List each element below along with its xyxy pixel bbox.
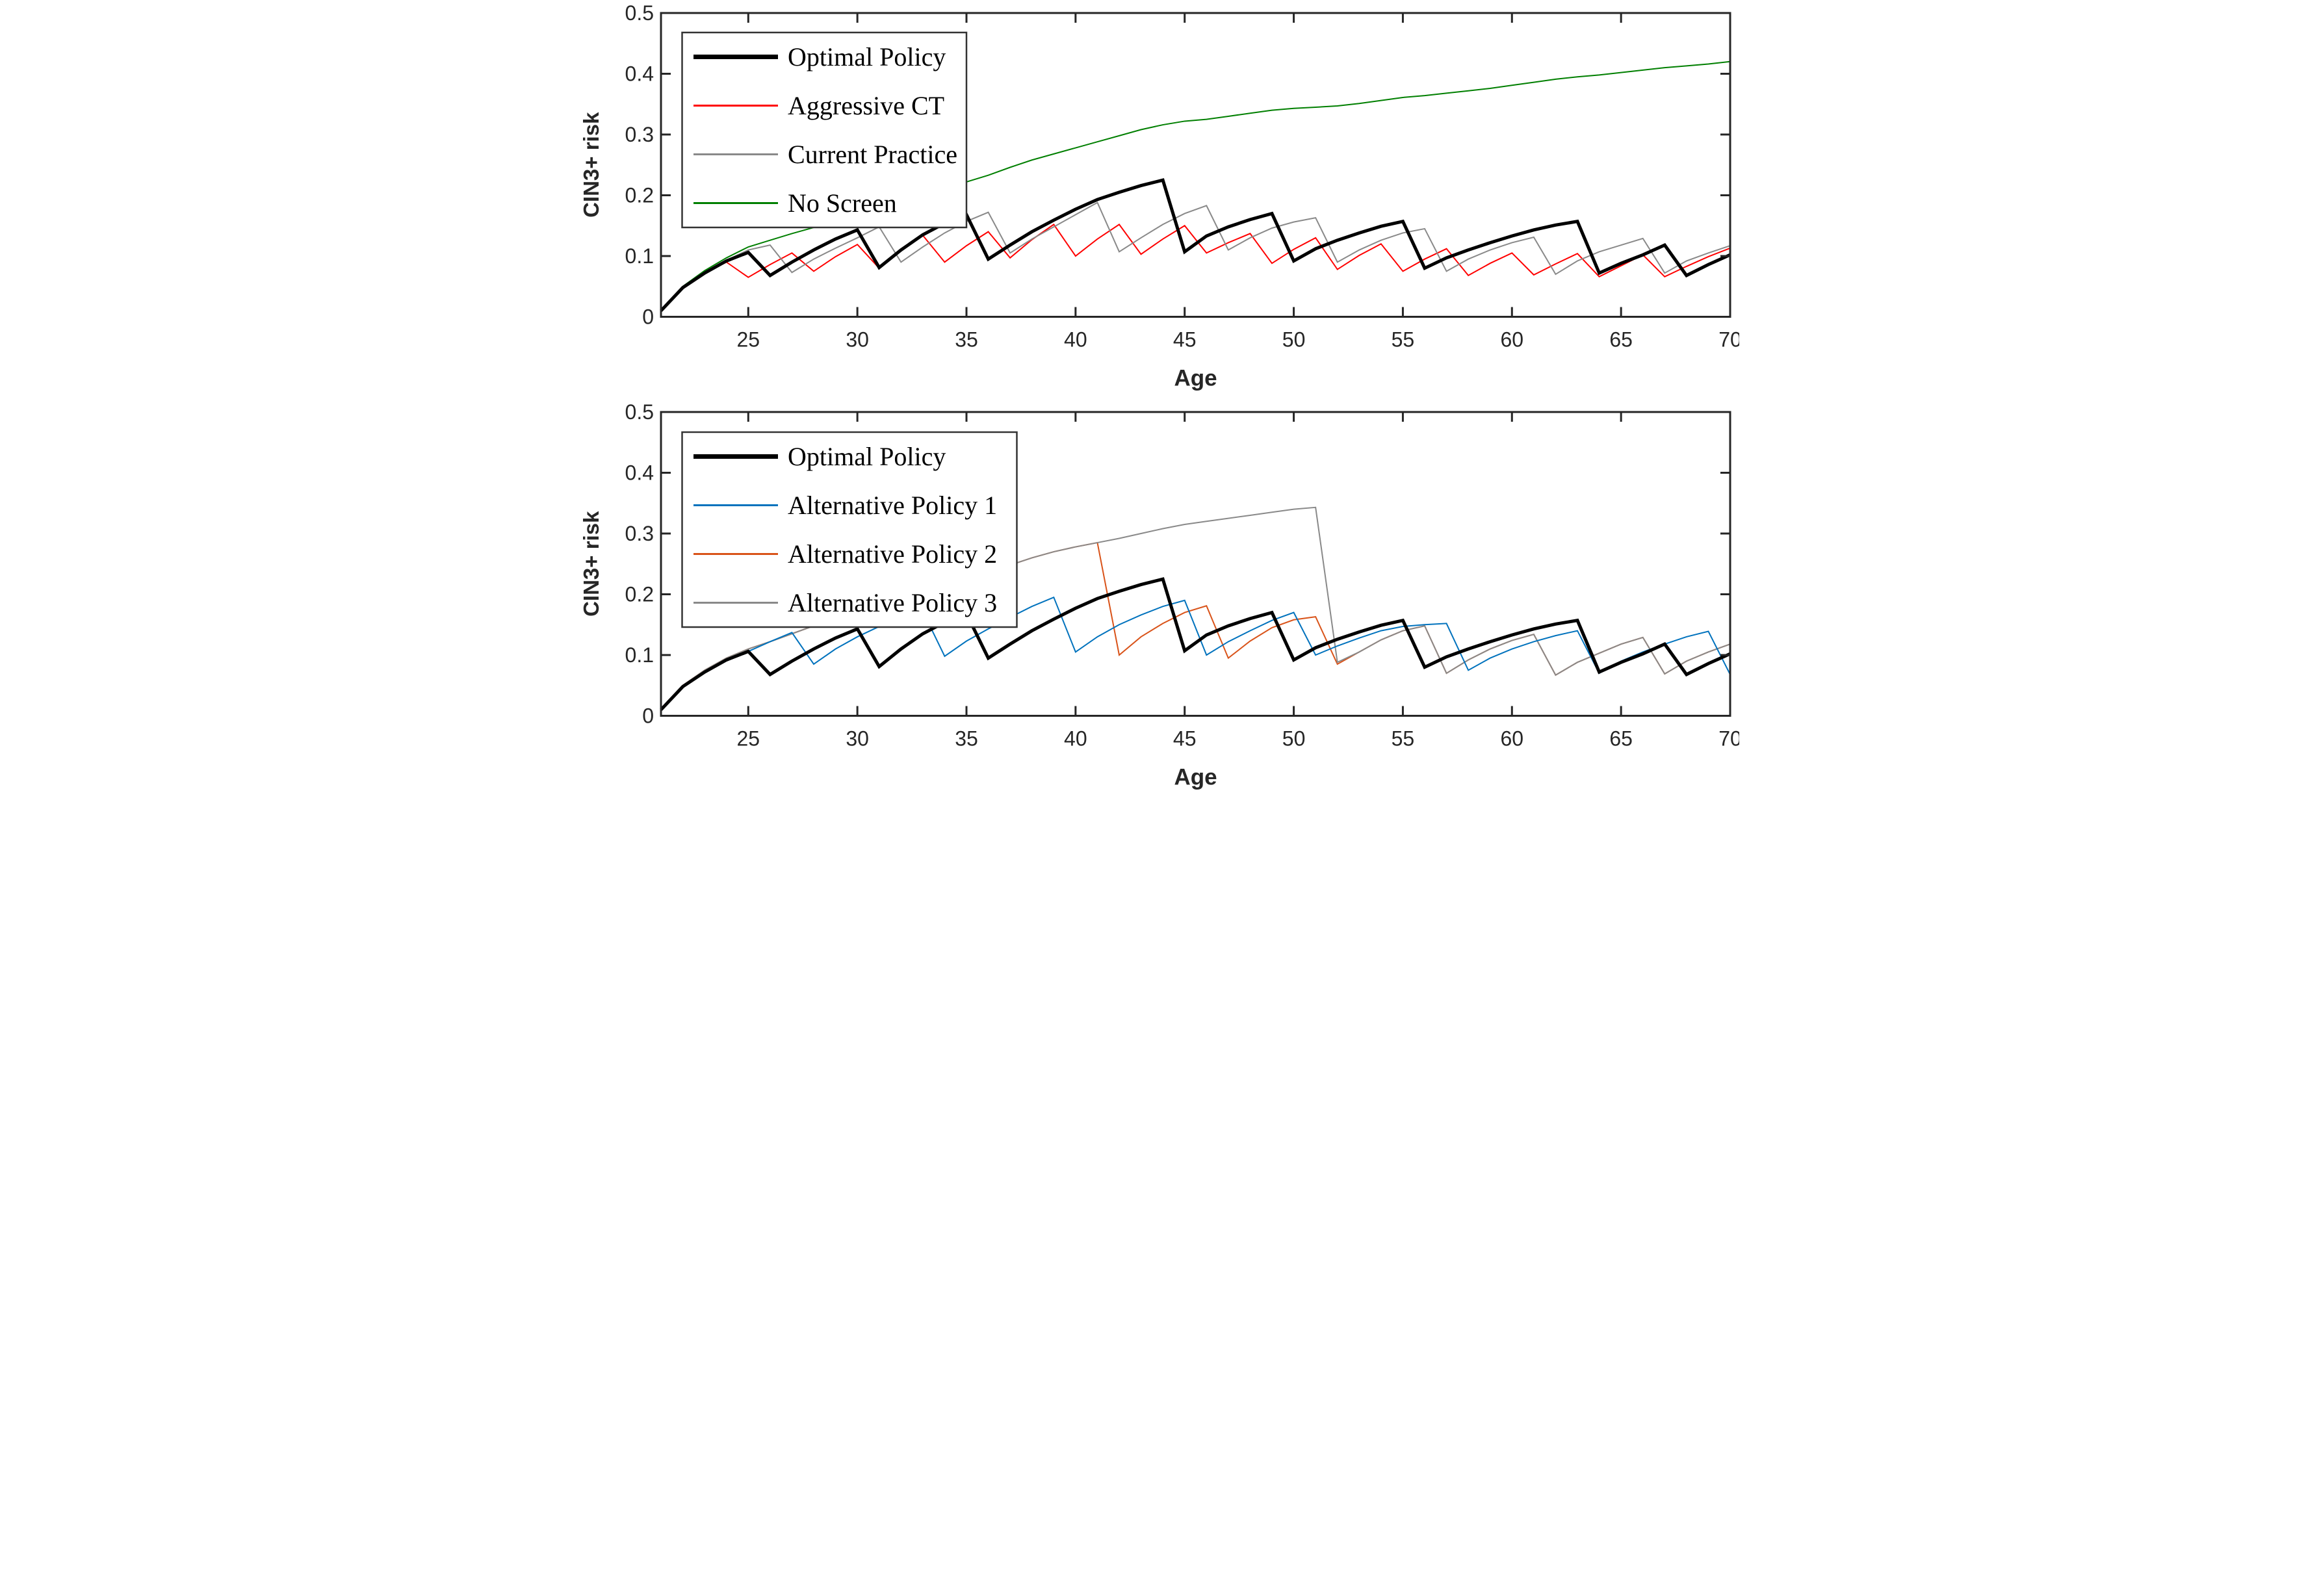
x-axis-title: Age [1174,765,1217,790]
y-tick-label: 0.4 [625,62,654,86]
y-axis-title: CIN3+ risk [580,112,603,218]
x-tick-label: 55 [1392,727,1415,751]
x-tick-label: 70 [1718,328,1739,352]
x-axis-title: Age [1174,366,1217,391]
x-tick-label: 70 [1718,727,1739,751]
figure-page: 25 30 35 40 45 50 55 60 65 70 0 0.1 0.2 0.3 0.4 0.5 Age C… [580,0,1739,798]
y-tick-label: 0.5 [625,1,654,25]
y-tick-label: 0.5 [625,400,654,424]
x-tick-label: 25 [736,328,760,352]
y-tick-label: 0.2 [625,583,654,606]
x-tick-label: 45 [1173,328,1197,352]
legend: Optimal Policy Alternative Policy 1 Altern… [681,431,1018,628]
plot-frame [660,411,1731,717]
tick-marks [661,12,1731,318]
y-axis-title: CIN3+ risk [580,511,603,617]
x-tick-label: 40 [1064,328,1087,352]
series-alternative-policy-1-line [660,596,1731,710]
x-tick-label: 60 [1500,328,1523,352]
x-tick-label: 30 [846,727,869,751]
top-chart-svg: 25 30 35 40 45 50 55 60 65 70 0 0.1 0.2 0.3 0.4 0.5 Age C… [580,0,1739,399]
series-optimal-policy-line [660,577,1731,711]
x-tick-label: 65 [1609,727,1633,751]
bottom-chart: 25 30 35 40 45 50 55 60 65 70 0 0.1 0.2 0.3 0.4 0.5 Age C… [580,399,1739,798]
legend-label-alternative-policy-1: Alternative Policy 1 [788,491,997,520]
y-tick-label: 0.1 [625,244,654,268]
y-tick-label: 0 [642,305,654,329]
x-tick-label: 30 [846,328,869,352]
legend-label-current-practice: Current Practice [788,140,957,169]
x-tick-label: 60 [1500,727,1523,751]
plot-frame [660,12,1731,318]
bottom-chart-svg: 25 30 35 40 45 50 55 60 65 70 0 0.1 0.2 0.3 0.4 0.5 Age C… [580,399,1739,798]
top-chart: 25 30 35 40 45 50 55 60 65 70 0 0.1 0.2 0.3 0.4 0.5 Age C… [580,0,1739,399]
legend-label-optimal-policy: Optimal Policy [788,42,946,71]
y-tick-label: 0.4 [625,461,654,485]
x-tick-label: 40 [1064,727,1087,751]
legend-label-aggressive-ct: Aggressive CT [788,91,944,120]
legend-label-alternative-policy-3: Alternative Policy 3 [788,588,997,617]
legend: Optimal Policy Aggressive CT Current Pract… [681,31,968,229]
legend-label-alternative-policy-2: Alternative Policy 2 [788,539,997,569]
legend-box [681,31,968,229]
legend-label-no-screen: No Screen [788,188,897,218]
x-tick-label: 50 [1282,328,1306,352]
legend-box [681,431,1018,628]
y-tick-label: 0.3 [625,123,654,146]
x-tick-label: 25 [736,727,760,751]
x-tick-label: 55 [1392,328,1415,352]
tick-marks [661,411,1731,717]
x-tick-label: 45 [1173,727,1197,751]
x-tick-label: 35 [955,328,978,352]
y-tick-label: 0.3 [625,522,654,545]
x-tick-label: 50 [1282,727,1306,751]
y-tick-label: 0 [642,704,654,728]
legend-label-optimal-policy: Optimal Policy [788,442,946,471]
x-tick-label: 65 [1609,328,1633,352]
series-aggressive-ct-line [660,224,1731,311]
x-tick-label: 35 [955,727,978,751]
tick-labels: 25 30 35 40 45 50 55 60 65 70 0 0.1 0.2 0.3 0.4 0.5 [625,1,1739,352]
series-optimal-policy-line [660,178,1731,312]
y-tick-label: 0.1 [625,643,654,667]
y-tick-label: 0.2 [625,184,654,207]
series-current-practice-line [660,201,1731,311]
tick-labels: 25 30 35 40 45 50 55 60 65 70 0 0.1 0.2 0.3 0.4 0.5 [625,400,1739,751]
